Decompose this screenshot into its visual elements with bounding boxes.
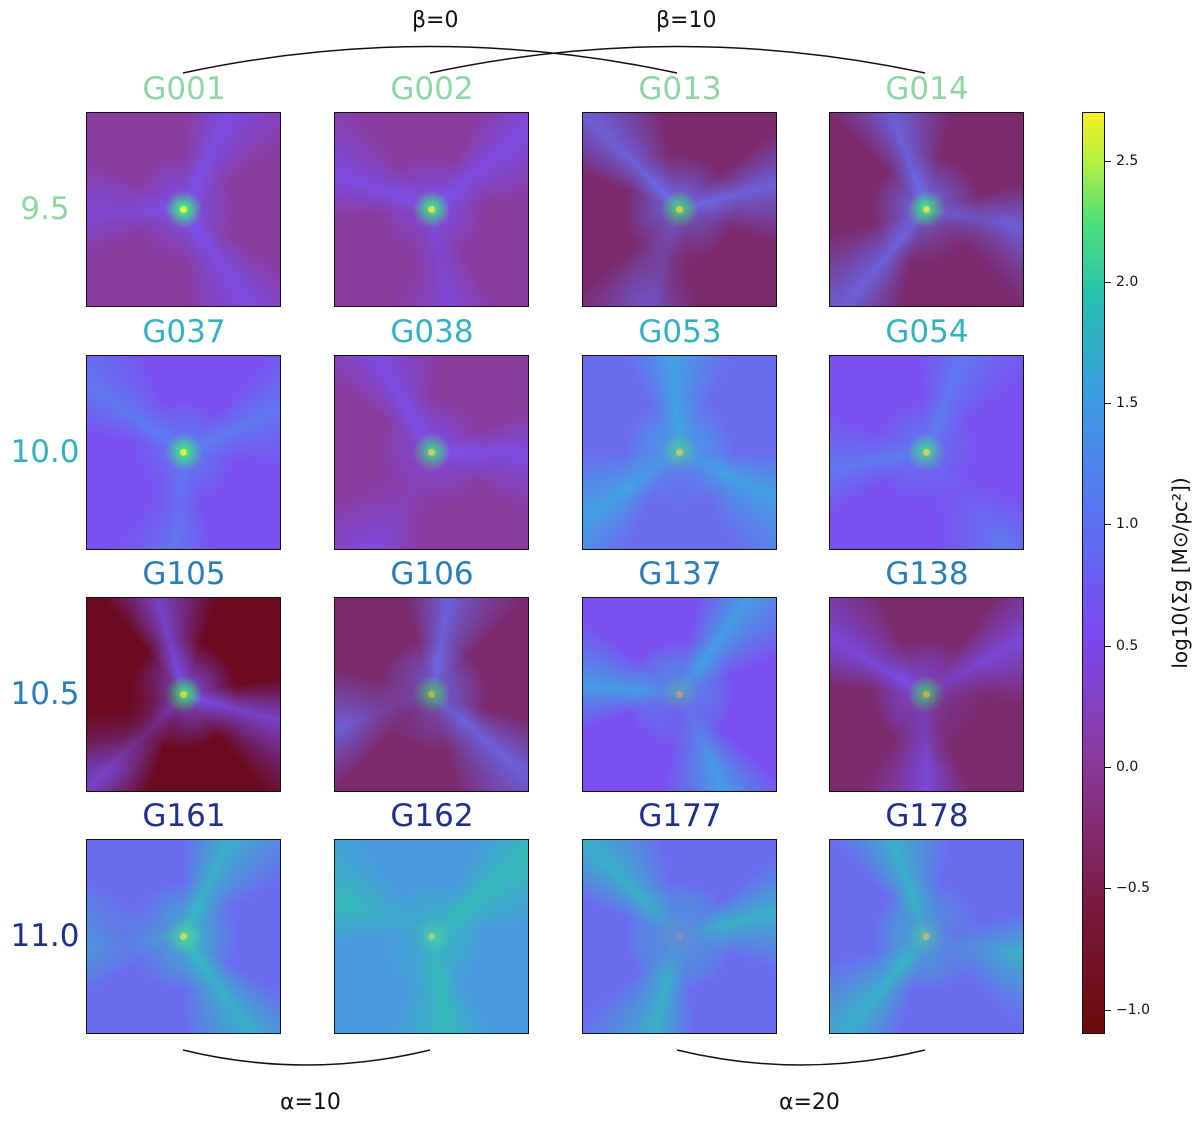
panel-title: G054 — [885, 314, 969, 350]
alpha20-label: α=20 — [779, 1090, 840, 1115]
colorbar-tick-label: 0.0 — [1116, 759, 1139, 776]
beta0-bracket — [182, 45, 678, 74]
colorbar-tick — [1105, 160, 1111, 162]
colorbar-tick — [1105, 403, 1111, 405]
panel-title: G002 — [390, 71, 474, 107]
simulation-panel — [334, 355, 529, 550]
colorbar-tick-label: −0.5 — [1116, 880, 1150, 897]
simulation-panel — [582, 839, 777, 1034]
simulation-panel — [86, 839, 281, 1034]
panel-title: G178 — [885, 798, 969, 834]
alpha10-label: α=10 — [280, 1090, 341, 1115]
simulation-panel — [829, 839, 1024, 1034]
simulation-panel — [829, 112, 1024, 307]
colorbar-tick — [1105, 524, 1111, 526]
panel-title: G138 — [885, 556, 969, 592]
colorbar-label: log10(Σg [M⊙/pc²]) — [1168, 477, 1192, 669]
panel-title: G105 — [142, 556, 226, 592]
panel-title: G161 — [142, 798, 226, 834]
colorbar-tick-label: 2.0 — [1116, 273, 1139, 290]
simulation-panel — [86, 112, 281, 307]
simulation-panel — [829, 597, 1024, 792]
alpha10-bracket — [182, 1049, 431, 1066]
beta10-label: β=10 — [656, 8, 717, 33]
colorbar-tick — [1105, 767, 1111, 769]
simulation-panel — [829, 355, 1024, 550]
colorbar-tick — [1105, 645, 1111, 647]
row-label: 9.5 — [20, 191, 70, 227]
panel-title: G013 — [638, 71, 722, 107]
simulation-panel — [582, 597, 777, 792]
simulation-panel — [582, 355, 777, 550]
row-label: 11.0 — [10, 918, 80, 954]
panel-title: G038 — [390, 314, 474, 350]
simulation-panel — [334, 597, 529, 792]
beta10-bracket — [429, 45, 926, 74]
panel-title: G053 — [638, 314, 722, 350]
colorbar-tick — [1105, 888, 1111, 890]
simulation-panel — [86, 355, 281, 550]
simulation-panel — [334, 839, 529, 1034]
row-label: 10.5 — [10, 676, 80, 712]
panel-title: G001 — [142, 71, 226, 107]
colorbar-tick-label: −1.0 — [1116, 1001, 1150, 1018]
colorbar-tick — [1105, 281, 1111, 283]
panel-title: G137 — [638, 556, 722, 592]
colorbar-tick-label: 2.5 — [1116, 152, 1139, 169]
simulation-panel — [86, 597, 281, 792]
panel-title: G177 — [638, 798, 722, 834]
panel-title: G106 — [390, 556, 474, 592]
colorbar — [1082, 112, 1105, 1034]
simulation-panel — [334, 112, 529, 307]
row-label: 10.0 — [10, 434, 80, 470]
simulation-panel — [582, 112, 777, 307]
panel-title: G162 — [390, 798, 474, 834]
beta0-label: β=0 — [412, 8, 459, 33]
colorbar-tick — [1105, 1009, 1111, 1011]
alpha20-bracket — [676, 1049, 926, 1066]
colorbar-tick-label: 1.5 — [1116, 395, 1139, 412]
panel-title: G037 — [142, 314, 226, 350]
panel-title: G014 — [885, 71, 969, 107]
colorbar-tick-label: 1.0 — [1116, 516, 1139, 533]
colorbar-tick-label: 0.5 — [1116, 637, 1139, 654]
